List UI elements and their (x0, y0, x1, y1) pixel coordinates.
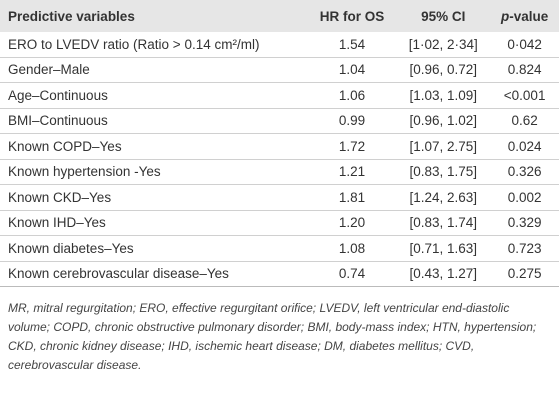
table-cell: [1.24, 2.63] (396, 184, 491, 211)
table-row: Known IHD–Yes 1.20 [0.83, 1.74] 0.329 (0, 210, 559, 236)
table-cell: [0.83, 1.75] (396, 159, 491, 185)
table-cell: [0.96, 1.02] (396, 108, 491, 134)
table-cell: 0.723 (490, 235, 559, 262)
table-cell: 0·042 (490, 32, 559, 58)
table-body: ERO to LVEDV ratio (Ratio > 0.14 cm²/ml)… (0, 32, 559, 287)
table-cell: [1.03, 1.09] (396, 82, 491, 109)
table-cell: 0.62 (490, 108, 559, 134)
table-cell: 1.21 (307, 159, 397, 185)
table-cell: 0.326 (490, 159, 559, 185)
table-cell: BMI–Continuous (0, 108, 308, 134)
table-cell: Known CKD–Yes (0, 184, 308, 211)
table-cell: 1.81 (307, 184, 397, 211)
table-cell: Known IHD–Yes (0, 210, 308, 236)
table-cell: 0.74 (307, 261, 397, 287)
header-cell: p-value (490, 0, 559, 32)
table-row: Gender–Male 1.04 [0.96, 0.72] 0.824 (0, 57, 559, 83)
table-cell: Age–Continuous (0, 82, 308, 109)
table-cell: 1.06 (307, 82, 397, 109)
table-cell: 1.08 (307, 235, 397, 262)
results-table: Predictive variables HR for OS 95% CI p-val… (0, 0, 559, 287)
table-cell: Gender–Male (0, 57, 308, 83)
table-cell: 1.20 (307, 210, 397, 236)
table-row: Known cerebrovascular disease–Yes 0.74 [0.… (0, 261, 559, 287)
table-row: Known COPD–Yes 1.72 [1.07, 2.75] 0.024 (0, 133, 559, 160)
table-cell: [1.07, 2.75] (396, 133, 491, 160)
header-row: Predictive variables HR for OS 95% CI p-val… (0, 0, 559, 32)
table-cell: ERO to LVEDV ratio (Ratio > 0.14 cm²/ml) (0, 32, 308, 58)
header-cell: HR for OS (307, 0, 397, 32)
table-cell: <0.001 (490, 82, 559, 109)
table-cell: [0.71, 1.63] (396, 235, 491, 262)
table-cell: 0.99 (307, 108, 397, 134)
table-cell: 0.002 (490, 184, 559, 211)
table-cell: [0.43, 1.27] (396, 261, 491, 287)
header-cell: 95% CI (396, 0, 491, 32)
table-cell: 1.72 (307, 133, 397, 160)
table-row: Age–Continuous 1.06 [1.03, 1.09] <0.001 (0, 82, 559, 109)
table-row: BMI–Continuous 0.99 [0.96, 1.02] 0.62 (0, 108, 559, 134)
table-cell: [0.96, 0.72] (396, 57, 491, 83)
table-cell: [0.83, 1.74] (396, 210, 491, 236)
table-cell: 1.04 (307, 57, 397, 83)
header-cell: Predictive variables (0, 0, 308, 32)
table-cell: 0.824 (490, 57, 559, 83)
footnote: MR, mitral regurgitation; ERO, effective… (8, 301, 537, 372)
table-row: Known diabetes–Yes 1.08 [0.71, 1.63] 0.723 (0, 235, 559, 262)
table-cell: Known diabetes–Yes (0, 235, 308, 262)
table-row: ERO to LVEDV ratio (Ratio > 0.14 cm²/ml)… (0, 32, 559, 58)
table-row: Known CKD–Yes 1.81 [1.24, 2.63] 0.002 (0, 184, 559, 211)
table-row: Known hypertension -Yes 1.21 [0.83, 1.75] 0… (0, 159, 559, 185)
table-cell: Known COPD–Yes (0, 133, 308, 160)
table-cell: Known cerebrovascular disease–Yes (0, 261, 308, 287)
table-cell: 0.024 (490, 133, 559, 160)
table-cell: Known hypertension -Yes (0, 159, 308, 185)
table-cell: 0.275 (490, 261, 559, 287)
table-cell: [1·02, 2·34] (396, 32, 491, 58)
table-cell: 0.329 (490, 210, 559, 236)
table-cell: 1.54 (307, 32, 397, 58)
